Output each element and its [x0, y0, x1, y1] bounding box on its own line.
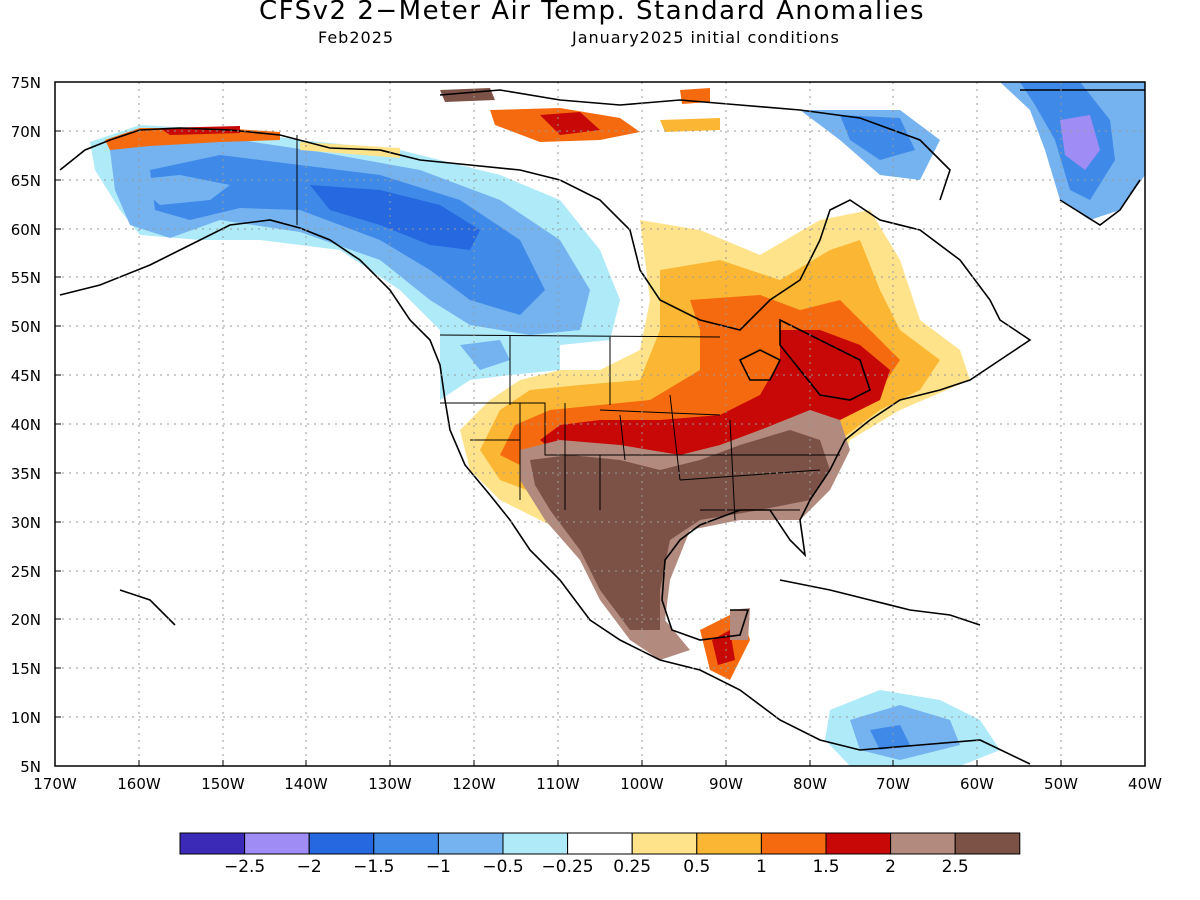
lon-label: 110W	[536, 775, 580, 793]
colorbar-label: 0.25	[613, 857, 651, 877]
lat-label: 30N	[11, 514, 41, 532]
lat-label: 70N	[11, 123, 41, 141]
colorbar-label: 2	[885, 857, 896, 877]
lat-label: 50N	[11, 318, 41, 336]
lon-label: 150W	[201, 775, 245, 793]
lon-label: 70W	[876, 775, 910, 793]
coastlines	[59, 89, 1145, 765]
colorbar-label: −0.5	[482, 857, 523, 877]
colorbar-label: 1.5	[812, 857, 839, 877]
colorbar-swatch	[308, 832, 375, 855]
colorbar: −2.5 −2 −1.5 −1 −0.5 −0.25 0.25 0.5 1 1.5 2 2.5	[179, 832, 1021, 877]
map-plot-area	[55, 82, 1145, 766]
colorbar-swatch	[244, 832, 310, 855]
lon-label: 40W	[1128, 775, 1162, 793]
lon-label: 50W	[1044, 775, 1078, 793]
lon-label: 90W	[709, 775, 743, 793]
colorbar-label: −2	[297, 857, 322, 877]
colorbar-swatch	[760, 832, 827, 855]
colorbar-swatch	[373, 832, 439, 855]
lon-label: 60W	[960, 775, 994, 793]
colorbar-label: 2.5	[942, 857, 969, 877]
colorbar-swatch	[437, 832, 504, 855]
lat-label: 25N	[11, 563, 41, 581]
lon-label: 170W	[33, 775, 77, 793]
lat-label: 10N	[11, 709, 41, 727]
lat-label: 20N	[11, 611, 41, 629]
colorbar-swatch	[567, 832, 633, 855]
colorbar-label: 0.5	[683, 857, 710, 877]
lat-label: 5N	[20, 758, 41, 776]
lat-label: 40N	[11, 416, 41, 434]
lat-label: 55N	[11, 269, 41, 287]
colorbar-swatch	[696, 832, 762, 855]
political-borders	[296, 135, 840, 521]
colorbar-label: 1	[756, 857, 767, 877]
lon-label: 80W	[793, 775, 827, 793]
colorbar-swatch	[890, 832, 956, 855]
initial-conditions: January2025 initial conditions	[572, 28, 840, 47]
map-title: CFSv2 2−Meter Air Temp. Standard Anomali…	[258, 0, 925, 26]
colorbar-label: −0.25	[542, 857, 594, 877]
colorbar-swatch	[825, 832, 892, 855]
colorbar-swatch	[954, 832, 1021, 855]
forecast-month: Feb2025	[318, 28, 395, 47]
longitude-labels: 170W 160W 150W 140W 130W 120W 110W 100W …	[33, 775, 1162, 793]
axis-ticks	[54, 81, 1146, 766]
graticule	[55, 82, 1145, 766]
colorbar-label: −1.5	[353, 857, 394, 877]
colorbar-swatch	[631, 832, 698, 855]
lat-label: 75N	[11, 74, 41, 92]
lon-label: 120W	[452, 775, 496, 793]
lat-label: 35N	[11, 465, 41, 483]
colorbar-swatch	[502, 832, 569, 855]
lon-label: 130W	[368, 775, 412, 793]
lat-label: 65N	[11, 172, 41, 190]
colorbar-swatch	[179, 832, 246, 855]
lat-label: 15N	[11, 660, 41, 678]
lon-label: 140W	[284, 775, 328, 793]
colorbar-label: −1	[426, 857, 451, 877]
lon-label: 160W	[117, 775, 161, 793]
lat-label: 45N	[11, 367, 41, 385]
lon-label: 100W	[620, 775, 664, 793]
latitude-labels: 75N 70N 65N 60N 55N 50N 45N 40N 35N 30N …	[11, 74, 41, 776]
colorbar-label: −2.5	[224, 857, 265, 877]
lat-label: 60N	[11, 221, 41, 239]
